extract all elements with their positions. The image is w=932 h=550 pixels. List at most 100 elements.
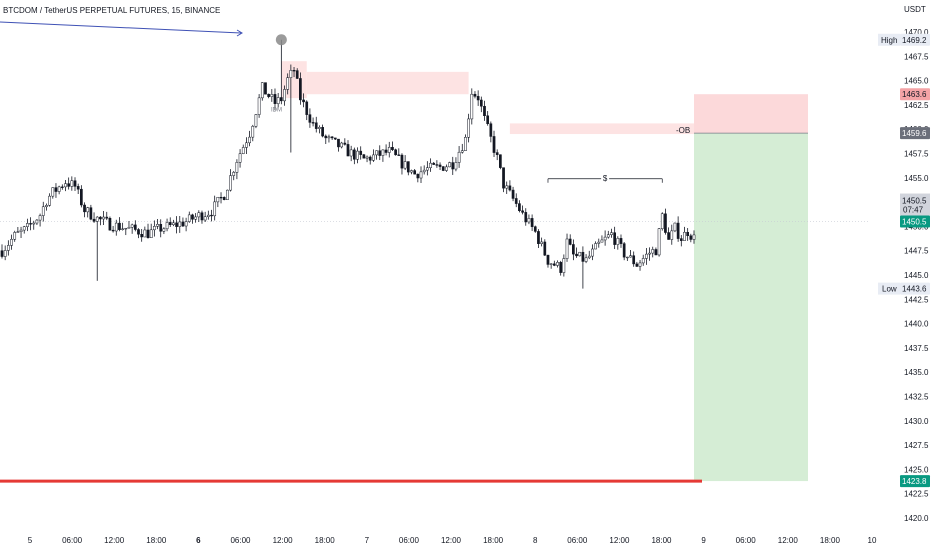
candle-body [219,196,223,199]
candle-body [610,232,613,236]
y-tick-label: 1427.5 [904,441,929,450]
candle-body [616,238,620,245]
candle-body [400,154,404,169]
candle-body [546,254,550,265]
target-price-tag: 1423.8 [902,477,927,486]
candle-body [175,222,178,227]
candle-body [57,186,61,192]
candle-body [187,214,191,222]
high-value: 1469.2 [902,36,927,45]
candle-body [359,150,363,155]
candle-body [683,231,686,241]
candle-body [375,150,378,156]
candle-body [489,123,493,137]
candle-body [89,207,93,220]
candle-body [514,198,518,204]
candle-body [486,115,490,124]
candle-body [86,207,90,213]
candle-body [689,235,693,240]
low-label-bg [878,282,900,295]
candle-body [149,229,153,238]
candle-body [540,241,543,244]
candle-body [26,223,29,227]
x-tick-label: 12:00 [441,536,462,545]
candle-body [416,173,420,179]
candle-body [391,147,394,150]
high-label: High [881,36,897,45]
candle-body [533,226,537,232]
x-tick-label: 9 [701,536,706,545]
x-tick-label: 12:00 [609,536,630,545]
candle-body [159,224,163,232]
low-value: 1443.6 [902,285,927,294]
candle-body [470,93,474,120]
candle-body [419,171,423,179]
candle-body [600,239,604,243]
candle-body [118,222,121,230]
candle-body [276,97,280,104]
x-tick-label: 06:00 [736,536,757,545]
candle-body [527,218,531,223]
candle-body [565,238,569,259]
candle-body [524,212,528,223]
candle-body [121,228,124,230]
candle-body [432,162,436,165]
candle-body [330,136,334,139]
candle-body [133,224,137,230]
candle-body [168,222,172,225]
candle-body [102,216,105,220]
candle-body [352,149,356,160]
candle-body [667,232,670,240]
candle-body [518,203,521,211]
entry-price-tag-bg [900,127,930,140]
candle-body [651,249,655,254]
candle-body [270,94,274,97]
ob-label: -OB [676,126,690,135]
candle-body [162,228,166,232]
candle-body [552,263,556,266]
countdown-time: 07:47 [903,206,924,215]
candle-body [260,82,264,99]
x-tick-label: 18:00 [651,536,672,545]
candle-body [111,229,115,232]
candle-body [692,234,696,240]
candle-body [343,142,347,145]
candle-body [584,257,588,262]
candle-body [289,70,293,78]
candle-body [422,169,426,173]
idm-label: IDM [271,108,282,114]
candle-body [165,222,169,230]
y-tick-label: 1445.0 [904,271,929,280]
candle-body [222,197,226,200]
x-tick-label: 06:00 [230,536,251,545]
stop-price-tag: 1463.6 [902,90,927,99]
candle-body [0,250,4,257]
candle-body [327,136,331,139]
candle-body [302,99,305,103]
x-tick-label: 8 [533,536,538,545]
candle-body [495,152,499,155]
candle-body [365,156,369,159]
candle-body [686,231,690,237]
candle-body [410,170,413,173]
candle-body [35,219,39,224]
candle-body [245,142,248,148]
candle-body [99,216,102,220]
candle-body [203,216,207,221]
candle-body [654,249,658,256]
candle-body [292,70,296,72]
y-tick-label: 1432.5 [904,393,929,402]
x-tick-label: 18:00 [483,536,504,545]
candle-body [597,241,601,244]
candle-body [511,189,515,199]
candle-body [273,94,277,104]
candle-body [638,262,642,267]
entry-price-tag: 1459.6 [902,129,927,138]
candle-body [454,162,458,170]
x-tick-label: 10 [868,536,877,545]
candle-body [210,214,213,217]
candle-body [286,77,290,90]
candle-body [613,232,616,245]
candle-body [641,258,645,264]
